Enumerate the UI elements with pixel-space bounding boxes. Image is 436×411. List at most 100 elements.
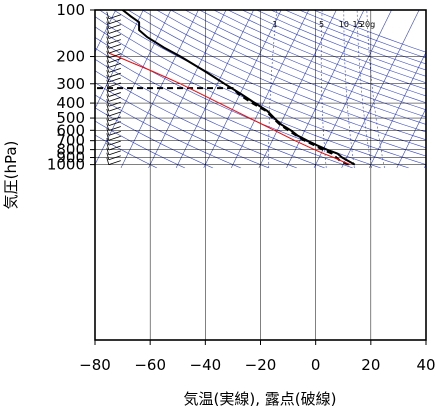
wind-barb [106, 31, 121, 39]
wind-barb [106, 60, 121, 68]
y-tick-label: 700 [56, 132, 85, 150]
wind-barb [106, 104, 121, 112]
isotherm-line [95, 10, 144, 110]
y-tick-label: 900 [56, 149, 85, 167]
isotherm-line [175, 10, 254, 169]
dry-adiabat-line [95, 134, 157, 169]
x-axis-title: 気温(実線), 露点(破線) [184, 390, 337, 408]
background-lines [95, 10, 426, 169]
y-tick-label: 800 [56, 141, 85, 159]
mixing-ratio-line [320, 10, 327, 168]
y-tick-label: 600 [56, 121, 85, 139]
wind-barb [106, 26, 121, 34]
wind-barb [106, 108, 121, 117]
wind-barb [106, 41, 121, 49]
y-tick-label: 100 [56, 1, 85, 19]
isotherm-line [231, 10, 310, 169]
dry-adiabat-line [95, 70, 297, 169]
x-tick-label: −80 [79, 356, 111, 374]
y-tick-label: 400 [56, 94, 85, 112]
dry-adiabat-line [142, 10, 426, 133]
dry-adiabat-line [95, 26, 409, 169]
y-tick-label: 1000 [47, 156, 85, 174]
mixing-ratio-label: 1 [273, 20, 278, 29]
parcel-profile-line [108, 52, 351, 166]
dry-adiabat-line [113, 10, 426, 149]
x-tick-label: 0 [311, 356, 321, 374]
mixing-ratio-label: 15 [352, 20, 362, 29]
dry-adiabat-line [127, 10, 426, 141]
wind-barb [106, 89, 121, 97]
wind-barb [106, 36, 121, 45]
x-axis-ticks: −80 −60 −40 −20 0 20 40 [79, 340, 436, 374]
mixing-ratio-line [356, 10, 372, 168]
wind-barb [106, 137, 121, 146]
y-tick-label: 500 [56, 109, 85, 127]
temperature-profile-line [121, 10, 356, 166]
wind-barb [106, 118, 121, 127]
mixing-ratio-label: 5 [319, 20, 324, 29]
wind-barb [106, 99, 121, 107]
dewpoint-profile-line [95, 87, 350, 166]
wind-barb [106, 16, 121, 25]
x-tick-label: −60 [134, 356, 166, 374]
dry-adiabat-line [99, 10, 426, 157]
dry-adiabat-line [284, 10, 426, 65]
y-tick-label: 200 [56, 48, 85, 66]
dry-adiabat-line [184, 10, 426, 111]
isotherm-line [258, 10, 337, 169]
isotherm-line [341, 10, 420, 169]
wind-barb [106, 65, 121, 73]
wind-barb [106, 70, 121, 78]
wind-barb [106, 123, 121, 131]
dry-adiabat-line [170, 10, 426, 118]
wind-barb [106, 157, 121, 165]
dry-adiabat-line [256, 10, 426, 77]
wind-barb [106, 128, 121, 136]
isotherm-line [203, 10, 282, 169]
mixing-ratio-label: 10 [339, 20, 349, 29]
y-tick-label: 300 [56, 75, 85, 93]
dry-adiabat-line [95, 37, 381, 169]
dry-adiabat-line [213, 10, 426, 97]
wind-barbs [106, 11, 121, 165]
wind-barb [106, 79, 121, 88]
series-group [95, 10, 356, 166]
wind-barb [106, 11, 121, 20]
dry-adiabat-line [242, 10, 426, 84]
wind-barb [106, 74, 121, 83]
wind-barb [106, 142, 121, 151]
dry-adiabat-line [95, 120, 185, 169]
mixing-ratio-line [366, 10, 385, 168]
y-axis-title: 気圧(hPa) [2, 141, 20, 210]
dry-adiabat-line [227, 10, 426, 90]
isotherm-line [396, 107, 426, 169]
wind-barb [106, 21, 121, 30]
wind-barb [106, 45, 121, 54]
grid [95, 10, 426, 340]
x-tick-label: −40 [190, 356, 222, 374]
wind-barb [106, 94, 121, 102]
mixing-ratio-line [343, 10, 355, 168]
wind-barb [106, 133, 121, 141]
dry-adiabat-line [156, 10, 426, 125]
wind-barb [106, 152, 121, 161]
wind-barb [106, 147, 121, 156]
mixing-ratio-label: 20g [360, 20, 375, 29]
dry-adiabat-line [95, 94, 241, 169]
wind-barb [106, 55, 121, 64]
isotherm-line [313, 10, 392, 169]
isotherm-line [95, 10, 116, 53]
x-tick-label: 40 [416, 356, 435, 374]
dry-adiabat-line [95, 107, 213, 169]
x-tick-label: −20 [245, 356, 277, 374]
wind-barb [106, 113, 121, 122]
dry-adiabat-line [95, 82, 269, 169]
dry-adiabat-line [95, 47, 353, 169]
x-tick-label: 20 [361, 356, 380, 374]
dry-adiabat-line [199, 10, 426, 104]
wind-barb [106, 84, 121, 93]
